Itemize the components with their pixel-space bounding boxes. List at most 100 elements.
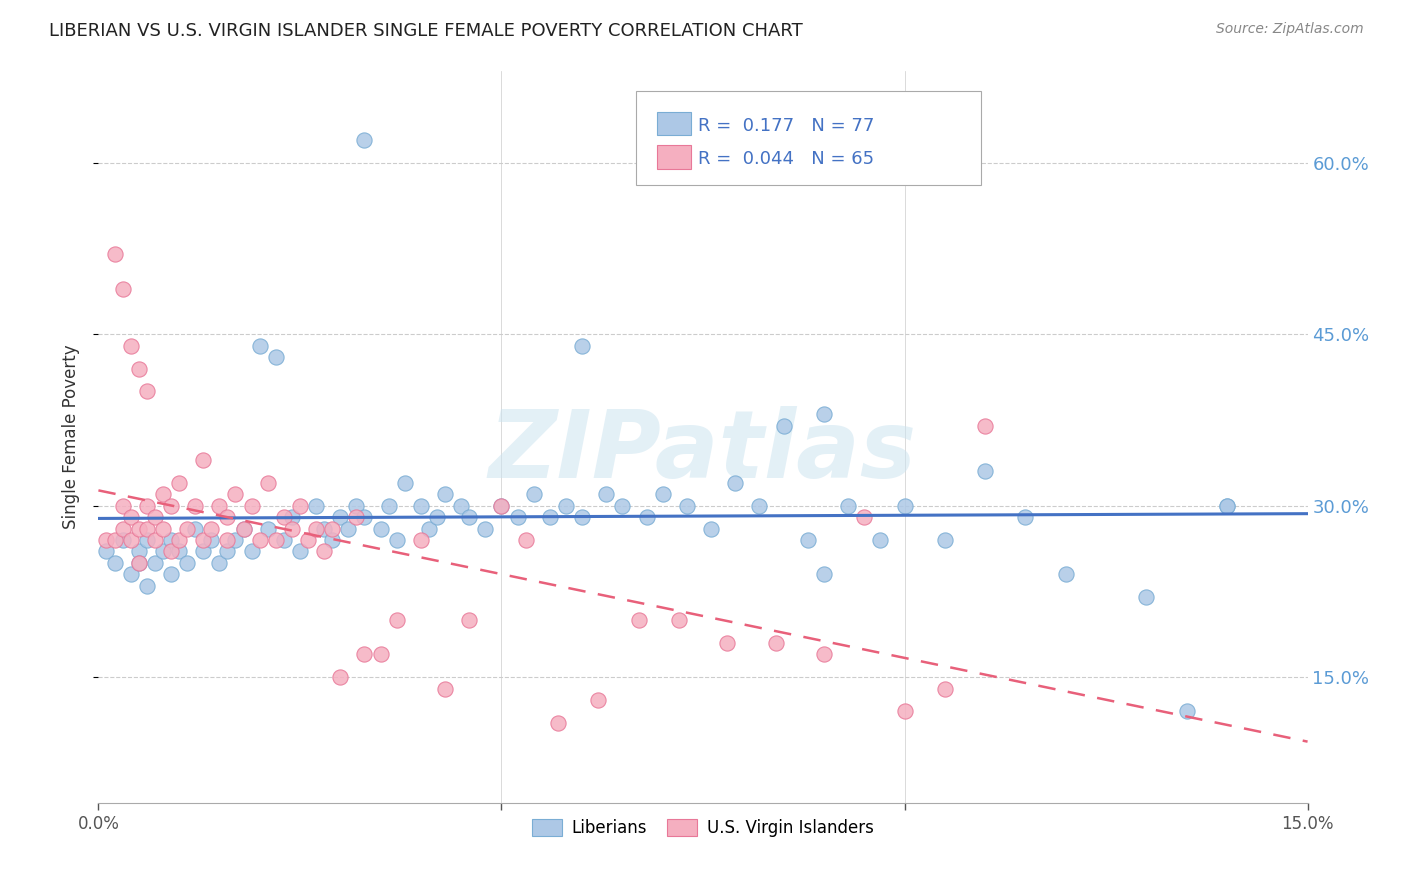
Point	[264, 350, 287, 364]
Point	[571, 338, 593, 352]
Point	[353, 510, 375, 524]
Point	[273, 533, 295, 547]
Point	[167, 533, 190, 547]
Point	[314, 521, 336, 535]
Legend: Liberians, U.S. Virgin Islanders: Liberians, U.S. Virgin Islanders	[523, 811, 883, 846]
Point	[103, 247, 125, 261]
Point	[1216, 499, 1239, 513]
Point	[96, 533, 118, 547]
Point	[176, 556, 198, 570]
Point	[595, 487, 617, 501]
Point	[217, 510, 239, 524]
Point	[152, 487, 174, 501]
Point	[377, 499, 399, 513]
Point	[184, 499, 207, 513]
Point	[813, 407, 835, 421]
Point	[314, 544, 336, 558]
Point	[772, 418, 794, 433]
Point	[353, 647, 375, 661]
Point	[370, 521, 392, 535]
Point	[934, 681, 956, 696]
Point	[224, 533, 246, 547]
Point	[152, 521, 174, 535]
Point	[232, 521, 254, 535]
Point	[555, 499, 578, 513]
Point	[111, 533, 134, 547]
Point	[450, 499, 472, 513]
Point	[893, 705, 915, 719]
Point	[974, 418, 997, 433]
FancyBboxPatch shape	[637, 91, 981, 185]
Point	[128, 556, 150, 570]
Point	[297, 533, 319, 547]
Point	[208, 556, 231, 570]
Point	[160, 533, 183, 547]
Point	[193, 453, 215, 467]
Point	[676, 499, 699, 513]
Point	[321, 533, 343, 547]
Point	[571, 510, 593, 524]
Point	[143, 533, 166, 547]
Point	[264, 533, 287, 547]
Point	[217, 544, 239, 558]
Point	[344, 510, 367, 524]
Point	[200, 533, 222, 547]
Point	[329, 670, 352, 684]
Point	[474, 521, 496, 535]
Point	[765, 636, 787, 650]
Point	[491, 499, 513, 513]
Point	[135, 521, 157, 535]
Point	[409, 499, 432, 513]
Point	[167, 544, 190, 558]
Point	[668, 613, 690, 627]
Point	[491, 499, 513, 513]
Point	[506, 510, 529, 524]
Point	[370, 647, 392, 661]
Point	[200, 521, 222, 535]
Point	[217, 533, 239, 547]
Point	[249, 533, 271, 547]
Point	[128, 521, 150, 535]
Point	[385, 533, 408, 547]
Point	[128, 556, 150, 570]
Point	[249, 338, 271, 352]
Point	[748, 499, 770, 513]
Point	[337, 521, 360, 535]
Point	[344, 499, 367, 513]
Point	[305, 521, 328, 535]
Point	[135, 499, 157, 513]
Point	[458, 613, 481, 627]
Point	[837, 499, 859, 513]
Point	[418, 521, 440, 535]
Point	[813, 567, 835, 582]
Point	[329, 510, 352, 524]
Point	[135, 384, 157, 399]
Point	[135, 533, 157, 547]
Y-axis label: Single Female Poverty: Single Female Poverty	[62, 345, 80, 529]
Point	[288, 544, 311, 558]
Point	[1216, 499, 1239, 513]
Point	[1135, 590, 1157, 604]
Point	[193, 544, 215, 558]
Point	[797, 533, 820, 547]
Point	[160, 567, 183, 582]
Point	[426, 510, 449, 524]
Point	[934, 533, 956, 547]
Point	[434, 681, 457, 696]
Point	[547, 715, 569, 730]
Point	[434, 487, 457, 501]
FancyBboxPatch shape	[657, 145, 690, 169]
Text: LIBERIAN VS U.S. VIRGIN ISLANDER SINGLE FEMALE POVERTY CORRELATION CHART: LIBERIAN VS U.S. VIRGIN ISLANDER SINGLE …	[49, 22, 803, 40]
Point	[103, 556, 125, 570]
Point	[120, 533, 142, 547]
Point	[1014, 510, 1036, 524]
Point	[256, 475, 278, 490]
Point	[120, 510, 142, 524]
Point	[240, 499, 263, 513]
Point	[273, 510, 295, 524]
Point	[281, 510, 304, 524]
Point	[612, 499, 634, 513]
Point	[636, 510, 658, 524]
Point	[700, 521, 723, 535]
Point	[128, 544, 150, 558]
